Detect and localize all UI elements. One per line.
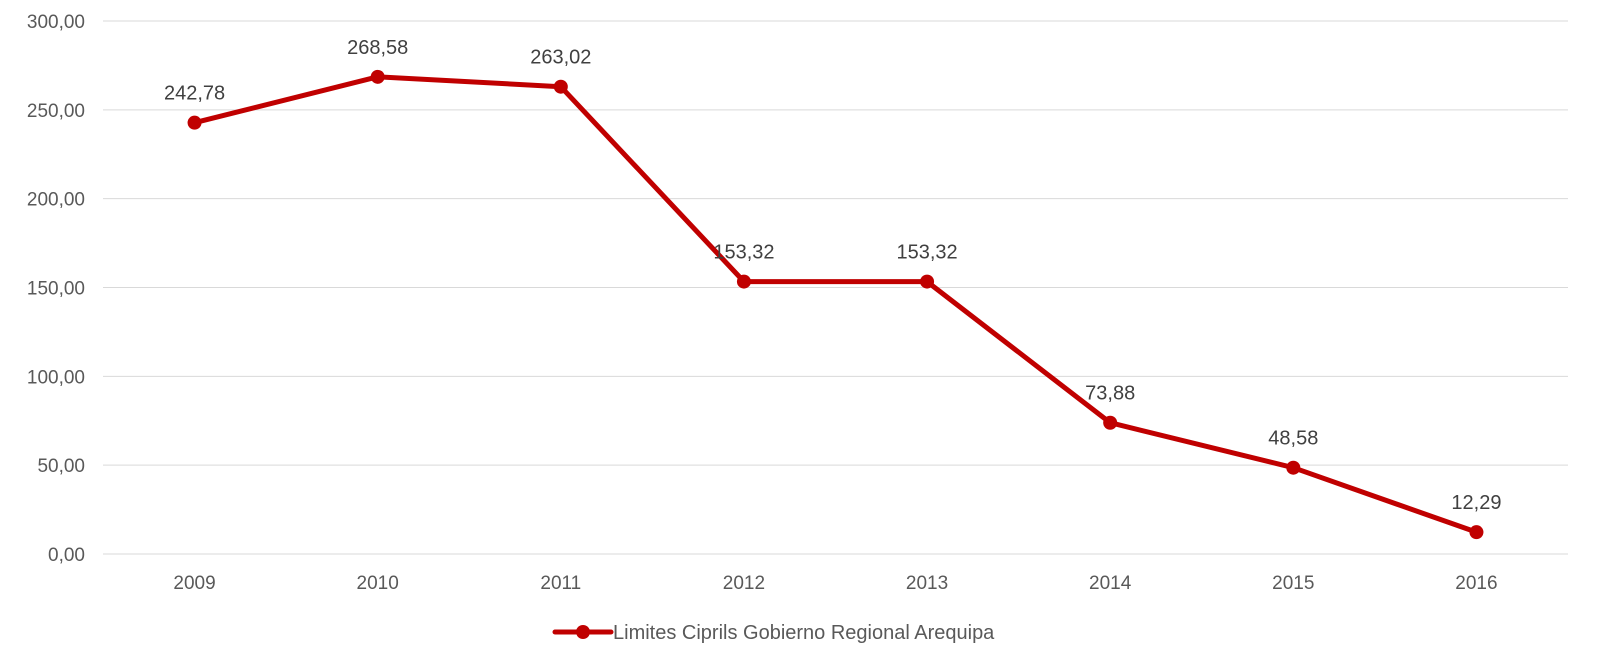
legend-label: Limites Ciprils Gobierno Regional Arequi…: [613, 622, 995, 644]
x-tick-label: 2011: [540, 573, 581, 594]
data-label: 153,32: [896, 242, 957, 264]
data-label: 48,58: [1268, 428, 1318, 450]
data-point: [553, 79, 568, 94]
x-tick-label: 2013: [906, 573, 948, 594]
y-tick-label: 200,00: [27, 190, 85, 211]
x-tick-label: 2009: [173, 573, 215, 594]
x-tick-label: 2016: [1455, 573, 1497, 594]
series-line: [192, 74, 1479, 535]
series-group: [187, 69, 1484, 540]
y-tick-label: 100,00: [27, 367, 85, 388]
gridlines: [103, 20, 1568, 555]
data-label: 73,88: [1085, 383, 1135, 405]
data-point: [187, 115, 202, 130]
data-labels: 242,78 268,58 263,02 153,32 153,32 73,88 48,58…: [164, 37, 1501, 514]
data-point: [1469, 525, 1484, 540]
data-label: 263,02: [530, 47, 591, 69]
x-tick-label: 2015: [1272, 573, 1314, 594]
data-point: [1286, 460, 1301, 475]
legend: Limites Ciprils Gobierno Regional Arequi…: [552, 622, 995, 644]
data-label: 268,58: [347, 37, 408, 59]
y-tick-label: 0,00: [48, 545, 85, 566]
data-point: [736, 274, 751, 289]
data-label: 242,78: [164, 83, 225, 105]
data-point: [920, 274, 935, 289]
x-tick-label: 2014: [1089, 573, 1132, 594]
data-point: [370, 69, 385, 84]
x-axis-ticks: 2009 2010 2011 2012 2013 2014 2015 2016: [173, 573, 1497, 594]
x-tick-label: 2010: [357, 573, 399, 594]
y-axis-ticks: 0,00 50,00 100,00 150,00 200,00 250,00 300,00: [27, 12, 85, 566]
y-tick-label: 150,00: [27, 279, 85, 300]
data-label: 153,32: [713, 242, 774, 264]
data-point: [1103, 415, 1118, 430]
y-tick-label: 50,00: [37, 456, 85, 477]
y-tick-label: 300,00: [27, 12, 85, 33]
y-tick-label: 250,00: [27, 101, 85, 122]
data-label: 12,29: [1451, 492, 1501, 514]
x-tick-label: 2012: [723, 573, 765, 594]
legend-point-marker: [576, 625, 590, 639]
